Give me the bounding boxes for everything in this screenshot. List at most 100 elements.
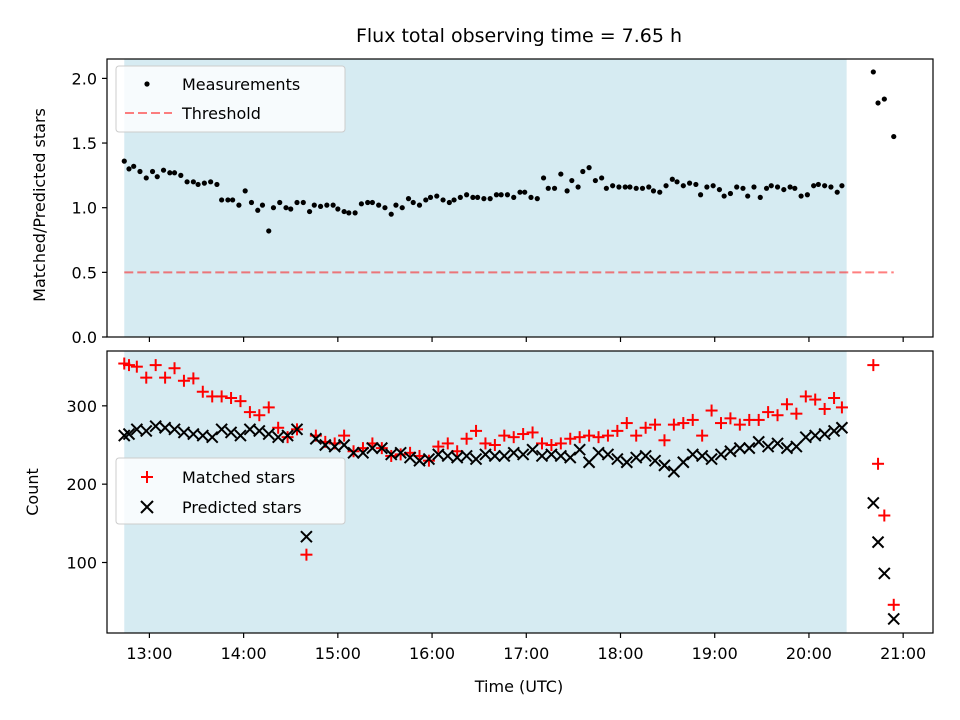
measurement-point <box>266 228 272 234</box>
matched-star-point <box>385 449 398 462</box>
count-panel: 100 200 300 13:00 14:00 15:00 16:00 17:00 18:00… <box>23 350 934 696</box>
measurement-point <box>242 188 248 194</box>
predicted-star-point <box>601 448 615 461</box>
legend-matched-marker <box>141 471 153 483</box>
matched-star-point <box>441 437 454 450</box>
measurement-point <box>787 184 793 190</box>
matched-star-point <box>799 390 812 403</box>
predicted-star-point <box>300 530 313 543</box>
predicted-star-point <box>752 435 765 449</box>
legend-measurements-marker <box>144 81 150 87</box>
measurement-point <box>633 185 639 191</box>
matched-star-point <box>771 409 784 422</box>
measurement-point <box>710 183 716 189</box>
matched-star-point <box>554 437 567 450</box>
predicted-star-point <box>705 452 718 466</box>
time-x-tick-label: 13:00 <box>126 644 172 663</box>
measurement-point <box>330 202 336 208</box>
measurement-point <box>686 180 693 186</box>
matched-star-point <box>130 360 143 373</box>
measurement-point <box>423 197 429 203</box>
matched-star-point <box>196 385 209 398</box>
time-x-tick-label: 17:00 <box>503 644 549 663</box>
predicted-star-point <box>122 427 136 441</box>
measurement-point <box>697 192 704 198</box>
measurement-point <box>616 184 622 190</box>
predicted-star-point <box>337 438 351 452</box>
measurement-point <box>346 210 352 216</box>
measurement-point <box>341 208 347 215</box>
measurement-point <box>822 183 828 189</box>
measurement-point <box>599 175 605 181</box>
measurement-point <box>704 184 710 190</box>
predicted-star-point <box>498 449 511 463</box>
measurement-point <box>586 165 592 171</box>
time-x-axis: 13:00 14:00 15:00 16:00 17:00 18:00 19:00 20:00… <box>126 633 926 663</box>
predicted-star-point <box>790 440 803 453</box>
matched-star-point <box>347 445 360 458</box>
measurement-point <box>875 100 881 106</box>
measurement-point <box>405 196 412 202</box>
matched-star-point <box>140 371 153 384</box>
predicted-star-point <box>290 423 304 436</box>
measurement-point <box>650 188 657 194</box>
measurement-point <box>674 179 680 185</box>
measurement-point <box>440 197 446 203</box>
measurement-point <box>657 189 663 195</box>
matched-star-point <box>281 431 294 444</box>
matched-star-point <box>752 413 765 426</box>
time-x-tick-label: 15:00 <box>315 644 361 663</box>
predicted-star-point <box>253 424 266 438</box>
matched-star-point <box>243 406 256 419</box>
matched-star-point <box>338 429 351 442</box>
measurement-point <box>663 183 669 189</box>
matched-star-point <box>762 406 775 419</box>
predicted-star-point <box>403 451 417 464</box>
measurement-point <box>358 201 364 207</box>
measurement-point <box>167 170 173 176</box>
ratio-axes-frame <box>106 58 934 338</box>
measurement-point <box>451 197 457 203</box>
measurement-point <box>757 194 763 200</box>
matched-star-point <box>234 395 247 408</box>
measurement-point <box>306 208 313 215</box>
time-x-tick-label: 18:00 <box>597 644 643 663</box>
measurement-point <box>792 185 798 191</box>
matched-star-point <box>601 429 614 442</box>
predicted-star-point <box>234 429 247 442</box>
measurement-point <box>545 185 551 191</box>
measurement-point <box>201 180 207 186</box>
matched-star-point <box>177 374 190 387</box>
predicted-star-point <box>871 535 885 549</box>
measurement-point <box>270 205 277 211</box>
predicted-star-point <box>262 427 275 441</box>
matched-star-point <box>498 429 511 442</box>
measurement-point <box>493 192 500 198</box>
matched-star-point <box>639 421 652 434</box>
measurement-point <box>300 199 306 206</box>
legend-matched-label: Matched stars <box>182 468 295 487</box>
matched-star-point <box>715 417 728 430</box>
matched-star-point <box>818 402 831 415</box>
matched-star-point <box>592 431 605 444</box>
measurement-point <box>352 210 358 216</box>
measurement-point <box>184 179 190 185</box>
measurement-point <box>481 196 487 202</box>
ratio-y-label: Matched/Predicted stars <box>30 108 49 302</box>
measurement-point <box>768 183 774 189</box>
matched-star-point <box>535 437 548 450</box>
figure-title: Flux total observing time = 7.65 h <box>356 25 682 47</box>
matched-star-point <box>149 359 162 372</box>
predicted-star-point <box>281 429 294 442</box>
predicted-star-point <box>771 437 784 450</box>
measurement-point <box>427 194 434 200</box>
measurement-point <box>230 197 236 203</box>
measurement-point <box>528 194 534 200</box>
matched-star-point <box>168 362 181 375</box>
predicted-star-point <box>526 443 539 456</box>
ratio-y-tick-label: 0.0 <box>72 328 97 347</box>
predicted-star-point <box>582 456 596 469</box>
matched-star-point <box>630 429 643 442</box>
count-axes-frame <box>106 350 934 634</box>
